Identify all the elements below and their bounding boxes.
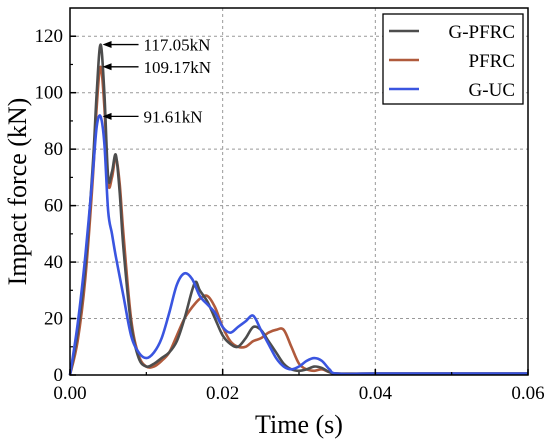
series-line-g-uc [68, 114, 528, 376]
y-tick-label: 0 [54, 365, 64, 386]
peak-annotations: 117.05kN 109.17kN 91.61kN [102, 36, 212, 126]
x-tick-label: 0.00 [53, 383, 86, 404]
legend: G-PFRC PFRC G-UC [382, 13, 524, 105]
series-lines [68, 43, 528, 376]
y-tick-label: 20 [44, 309, 63, 330]
y-tick-label: 60 [44, 196, 63, 217]
annotation-label: 91.61kN [144, 107, 203, 126]
y-tick-label: 40 [44, 252, 63, 273]
y-tick-label: 100 [35, 83, 64, 104]
axis-ticks: 0.00 0.02 0.04 0.06 0 20 40 60 80 100 120 [35, 26, 545, 404]
x-tick-label: 0.04 [359, 383, 393, 404]
legend-label: PFRC [469, 51, 515, 72]
x-tick-label: 0.06 [511, 383, 544, 404]
legend-label: G-UC [469, 80, 515, 101]
annotation-arrow-head [102, 112, 112, 120]
annotation-arrow-head [102, 63, 112, 71]
annotation-label: 109.17kN [144, 58, 212, 77]
y-axis-label: Impact force (kN) [3, 98, 32, 286]
annotation-arrow-head [102, 41, 112, 49]
x-tick-label: 0.02 [206, 383, 239, 404]
series-line-pfrc [68, 65, 528, 376]
x-axis-label: Time (s) [255, 410, 343, 439]
y-tick-label: 120 [35, 26, 64, 47]
grid-lines [70, 8, 528, 375]
annotation-label: 117.05kN [144, 36, 211, 55]
legend-label: G-PFRC [448, 22, 515, 43]
y-tick-label: 80 [44, 139, 63, 160]
series-line-g-pfrc [68, 43, 528, 376]
